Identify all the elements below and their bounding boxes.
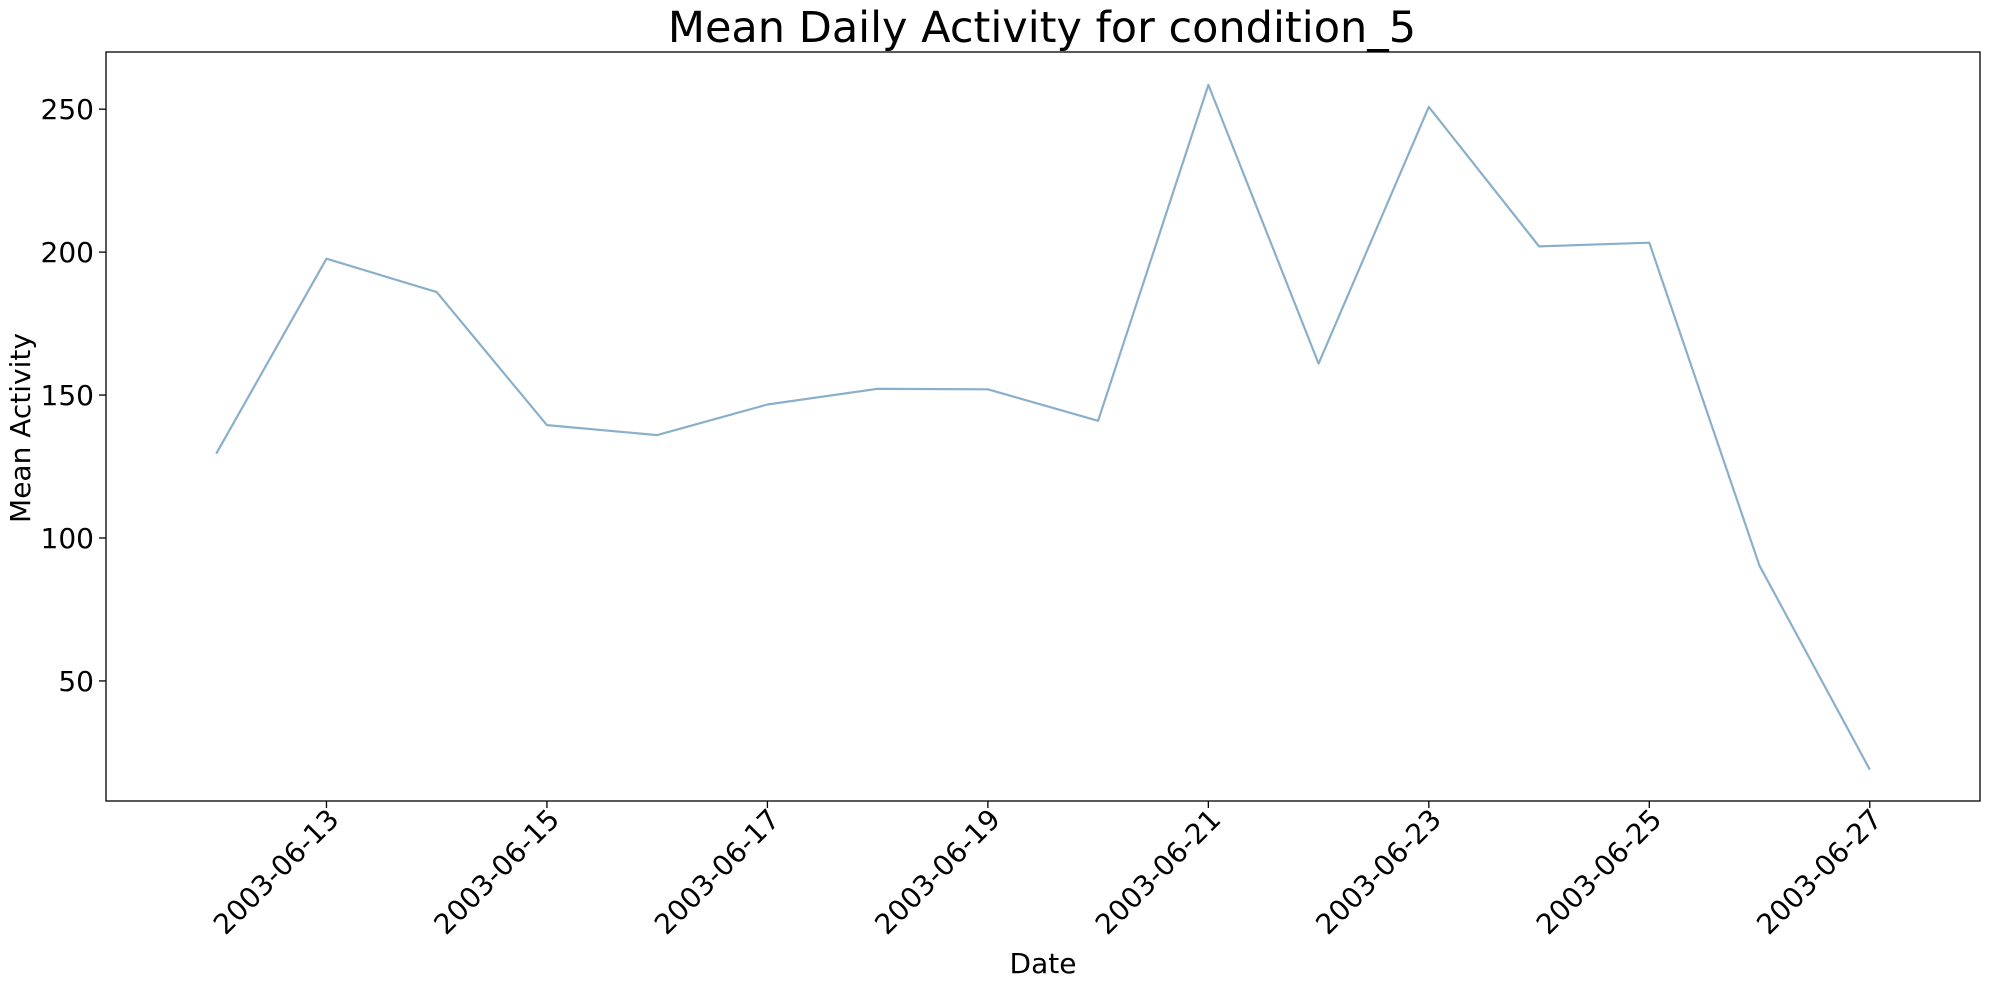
y-tick-label: 250 <box>41 93 94 126</box>
x-tick-label: 2003-06-25 <box>1530 803 1668 941</box>
y-axis-label: Mean Activity <box>4 333 37 523</box>
x-tick-label: 2003-06-21 <box>1089 803 1227 941</box>
x-tick-label: 2003-06-23 <box>1309 803 1447 941</box>
x-tick-label: 2003-06-27 <box>1750 803 1888 941</box>
y-tick-label: 200 <box>41 236 94 269</box>
y-tick-label: 50 <box>58 665 94 698</box>
x-axis-label: Date <box>1010 947 1077 980</box>
x-tick-label: 2003-06-15 <box>427 803 565 941</box>
x-tick-label: 2003-06-13 <box>207 803 345 941</box>
chart-title: Mean Daily Activity for condition_5 <box>668 3 1416 53</box>
x-axis: 2003-06-13 2003-06-15 2003-06-17 2003-06-19… <box>207 801 1889 941</box>
y-axis: 50 100 150 200 250 <box>41 93 106 698</box>
plot-area-frame <box>105 51 1981 802</box>
x-tick-label: 2003-06-19 <box>868 803 1006 941</box>
series-line <box>215 83 1871 771</box>
x-tick-label: 2003-06-17 <box>648 803 786 941</box>
series-layer <box>215 83 1871 771</box>
y-tick-label: 100 <box>41 522 94 555</box>
y-tick-label: 150 <box>41 379 94 412</box>
